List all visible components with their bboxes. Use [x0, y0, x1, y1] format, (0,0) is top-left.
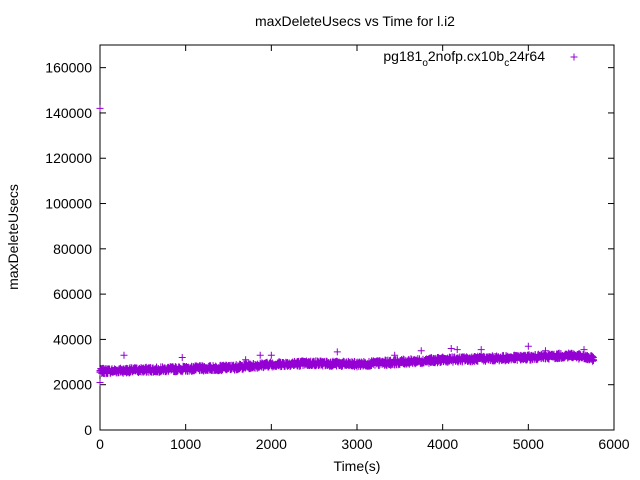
series-points: [96, 104, 597, 386]
data-point-outlier: [267, 351, 275, 359]
data-point-outlier: [256, 351, 264, 359]
legend: pg181o2nofp.cx10bc24r64: [383, 48, 578, 69]
data-point-outlier: [453, 346, 461, 354]
y-tick-label: 40000: [53, 331, 92, 347]
data-point-outlier: [417, 347, 425, 355]
x-tick-label: 1000: [170, 436, 201, 452]
data-point-outlier: [447, 344, 455, 352]
y-axis: 0 20000 40000 60000 80000 100000 120000 140000 1…: [45, 60, 614, 438]
legend-marker: [570, 53, 578, 61]
data-point: [589, 353, 597, 361]
x-tick-label: 4000: [427, 436, 458, 452]
y-axis-title: maxDeleteUsecs: [5, 184, 21, 290]
legend-entry-label: pg181o2nofp.cx10bc24r64: [383, 48, 545, 69]
y-tick-label: 120000: [45, 150, 92, 166]
y-tick-label: 60000: [53, 286, 92, 302]
legend-marker-symbol: [570, 53, 578, 61]
data-point-outlier: [242, 356, 250, 364]
y-tick-label: 160000: [45, 60, 92, 76]
chart-title: maxDeleteUsecs vs Time for l.i2: [255, 13, 455, 29]
data-point-outlier: [580, 346, 588, 354]
x-tick-label: 0: [96, 436, 104, 452]
y-tick-label: 20000: [53, 377, 92, 393]
y-tick-label: 140000: [45, 105, 92, 121]
data-point-outlier: [333, 348, 341, 356]
y-tick-label: 80000: [53, 241, 92, 257]
y-tick-label: 0: [84, 422, 92, 438]
data-point-outlier: [391, 351, 399, 359]
x-axis: 0 1000 2000 3000 4000 5000 6000: [96, 45, 630, 452]
data-point-outlier: [477, 346, 485, 354]
data-point-outlier: [120, 351, 128, 359]
data-point-outlier: [541, 347, 549, 355]
x-tick-label: 2000: [256, 436, 287, 452]
x-tick-label: 6000: [598, 436, 629, 452]
data-point-outlier: [96, 378, 104, 386]
x-tick-label: 5000: [513, 436, 544, 452]
data-point-outlier: [96, 104, 104, 112]
y-tick-label: 100000: [45, 196, 92, 212]
x-axis-title: Time(s): [334, 458, 381, 474]
x-tick-label: 3000: [341, 436, 372, 452]
data-point-outlier: [524, 342, 532, 350]
data-point-outlier: [178, 354, 186, 362]
